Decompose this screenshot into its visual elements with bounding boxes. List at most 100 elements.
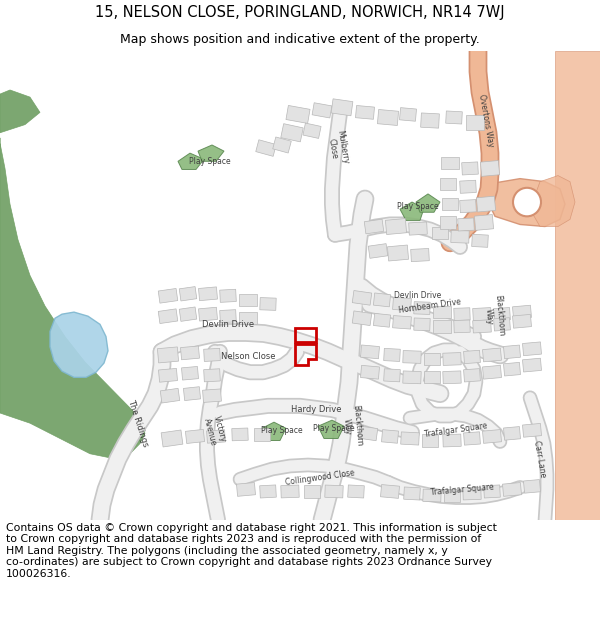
Polygon shape	[220, 289, 236, 302]
Polygon shape	[203, 369, 220, 382]
Polygon shape	[524, 479, 541, 493]
Text: Nelson Close: Nelson Close	[221, 352, 275, 361]
Polygon shape	[160, 388, 180, 403]
Polygon shape	[441, 158, 459, 169]
Polygon shape	[182, 366, 199, 380]
Polygon shape	[416, 194, 440, 213]
Polygon shape	[256, 140, 276, 156]
Circle shape	[513, 188, 541, 216]
Polygon shape	[421, 113, 439, 128]
Polygon shape	[409, 222, 427, 235]
Text: Victory
Avenue: Victory Avenue	[202, 414, 228, 446]
Text: Map shows position and indicative extent of the property.: Map shows position and indicative extent…	[120, 34, 480, 46]
Polygon shape	[433, 320, 451, 332]
Polygon shape	[331, 99, 353, 116]
Polygon shape	[281, 485, 299, 498]
Polygon shape	[400, 202, 424, 221]
Polygon shape	[454, 308, 470, 321]
Polygon shape	[318, 420, 344, 439]
Polygon shape	[179, 287, 197, 301]
Polygon shape	[481, 161, 500, 176]
Polygon shape	[475, 214, 494, 231]
Polygon shape	[0, 138, 145, 459]
Polygon shape	[232, 428, 248, 441]
Polygon shape	[458, 218, 475, 231]
Polygon shape	[444, 489, 460, 502]
Polygon shape	[464, 369, 481, 382]
Polygon shape	[352, 291, 372, 305]
Polygon shape	[403, 371, 421, 384]
Polygon shape	[473, 320, 491, 333]
Polygon shape	[260, 485, 277, 498]
Polygon shape	[377, 109, 398, 126]
Polygon shape	[460, 180, 476, 193]
Polygon shape	[185, 429, 205, 444]
Polygon shape	[392, 316, 412, 329]
Polygon shape	[380, 484, 400, 498]
Text: Collingwood Close: Collingwood Close	[285, 468, 355, 486]
Text: Contains OS data © Crown copyright and database right 2021. This information is : Contains OS data © Crown copyright and d…	[6, 522, 497, 579]
Polygon shape	[451, 230, 469, 243]
Polygon shape	[512, 305, 532, 319]
Polygon shape	[464, 350, 481, 364]
Polygon shape	[503, 427, 520, 440]
Text: Blackthorn
Way: Blackthorn Way	[341, 405, 364, 448]
Polygon shape	[239, 294, 257, 306]
Polygon shape	[158, 368, 178, 382]
Polygon shape	[262, 422, 286, 441]
Polygon shape	[423, 489, 441, 502]
Polygon shape	[460, 199, 476, 212]
Polygon shape	[484, 485, 500, 498]
Polygon shape	[555, 51, 600, 520]
Polygon shape	[179, 307, 197, 321]
Polygon shape	[304, 486, 320, 498]
Polygon shape	[347, 485, 364, 498]
Polygon shape	[382, 429, 398, 443]
Polygon shape	[476, 196, 496, 212]
Polygon shape	[203, 348, 220, 361]
Text: Play Space: Play Space	[189, 157, 231, 166]
Polygon shape	[494, 308, 511, 321]
Polygon shape	[432, 226, 448, 239]
Polygon shape	[512, 314, 532, 328]
Text: Trafalgar Square: Trafalgar Square	[424, 421, 488, 439]
Polygon shape	[433, 306, 451, 318]
Polygon shape	[220, 309, 236, 322]
Polygon shape	[281, 124, 303, 142]
Text: 15, NELSON CLOSE, PORINGLAND, NORWICH, NR14 7WJ: 15, NELSON CLOSE, PORINGLAND, NORWICH, N…	[95, 5, 505, 20]
Polygon shape	[157, 347, 179, 363]
Polygon shape	[184, 387, 200, 401]
Polygon shape	[442, 198, 458, 210]
Polygon shape	[410, 249, 430, 262]
Polygon shape	[254, 428, 270, 441]
Polygon shape	[424, 371, 440, 384]
Polygon shape	[488, 179, 565, 226]
Text: Hornbeam Drive: Hornbeam Drive	[398, 297, 462, 315]
Polygon shape	[400, 107, 416, 121]
Text: Play Space: Play Space	[313, 424, 355, 432]
Polygon shape	[503, 482, 521, 496]
Polygon shape	[236, 482, 256, 496]
Polygon shape	[494, 318, 511, 331]
Polygon shape	[523, 423, 541, 438]
Polygon shape	[303, 123, 321, 138]
Polygon shape	[464, 432, 481, 445]
Polygon shape	[440, 177, 456, 190]
Polygon shape	[443, 371, 461, 384]
Polygon shape	[273, 137, 291, 153]
Polygon shape	[440, 216, 456, 229]
Polygon shape	[373, 313, 391, 328]
Text: Devlin Drive: Devlin Drive	[394, 291, 442, 301]
Polygon shape	[482, 348, 502, 362]
Polygon shape	[158, 289, 178, 303]
Polygon shape	[198, 145, 224, 161]
Text: Trafalgar Square: Trafalgar Square	[430, 482, 494, 497]
Polygon shape	[199, 287, 217, 301]
Polygon shape	[482, 429, 502, 443]
Polygon shape	[401, 432, 419, 445]
Polygon shape	[424, 353, 440, 365]
Polygon shape	[385, 219, 407, 234]
Polygon shape	[466, 116, 484, 130]
Polygon shape	[286, 106, 310, 123]
Polygon shape	[414, 302, 430, 314]
